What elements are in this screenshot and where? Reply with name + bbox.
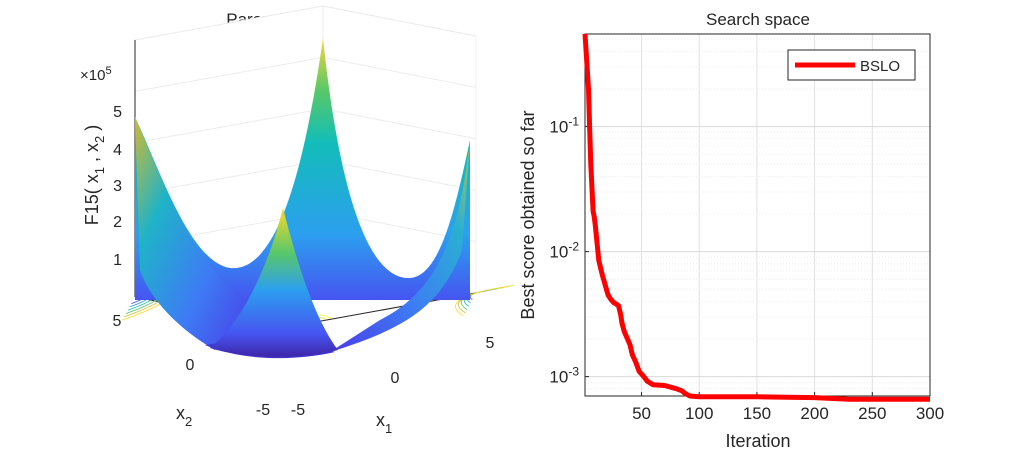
surface bbox=[135, 38, 470, 359]
x-tick-label: 250 bbox=[858, 404, 886, 423]
plot-area bbox=[585, 34, 930, 396]
legend-label: BSLO bbox=[860, 58, 900, 75]
x-tick-label: 100 bbox=[685, 404, 713, 423]
z-exponent-base: ×105 bbox=[80, 65, 112, 84]
x-tick-label: 50 bbox=[632, 404, 651, 423]
y-tick-label: 10-1 bbox=[549, 115, 579, 137]
surface-plot: Parameter space bbox=[80, 5, 514, 436]
y-ticks: 5 0 -5 bbox=[113, 313, 271, 419]
convergence-title: Search space bbox=[706, 10, 810, 29]
x-tick-label: 300 bbox=[916, 404, 944, 423]
x-ticks: -5 0 5 bbox=[291, 335, 495, 419]
z-tick-label: 1 bbox=[113, 252, 122, 269]
y-tick-label: 5 bbox=[113, 313, 122, 330]
gridlines bbox=[585, 34, 931, 397]
convergence-plot: Search space 50 100 150 200 250 300 10-310-21… bbox=[518, 10, 944, 451]
surface-left-lobe bbox=[135, 117, 250, 350]
surface-back-lobe bbox=[135, 38, 470, 300]
z-tick-label: 3 bbox=[113, 178, 122, 195]
x-axis-label: Iteration bbox=[725, 431, 790, 451]
z-axis-label: F15( x1 , x2 ) bbox=[82, 125, 107, 226]
x-tick-label: 200 bbox=[800, 404, 828, 423]
legend: BSLO bbox=[787, 49, 916, 81]
y-axis-label: x2 bbox=[176, 403, 192, 429]
y-tick-label: 10-3 bbox=[549, 365, 579, 387]
surface-center-peak bbox=[210, 208, 338, 357]
y-ticks: 10-3 10-2 10-1 bbox=[549, 115, 589, 387]
x-tick-label: 150 bbox=[743, 404, 771, 423]
y-tick-label: 10-2 bbox=[549, 240, 579, 262]
z-tick-label: 4 bbox=[113, 142, 122, 159]
x-tick-label: 5 bbox=[486, 335, 495, 352]
y-tick-label: 0 bbox=[186, 357, 195, 374]
x-tick-label: -5 bbox=[291, 402, 305, 419]
x-ticks: 50 100 150 200 250 300 bbox=[632, 392, 944, 423]
z-tick-label: 5 bbox=[113, 104, 122, 121]
x-axis-label: x1 bbox=[376, 410, 392, 436]
z-tick-label: 2 bbox=[113, 214, 122, 231]
x-tick-label: 0 bbox=[391, 370, 400, 387]
z-ticks: ×105 5 4 3 2 1 bbox=[80, 65, 122, 269]
series-line-bslo bbox=[582, 33, 930, 402]
surface-right-lobe bbox=[330, 140, 470, 352]
y-tick-label: -5 bbox=[256, 402, 270, 419]
y-axis-label: Best score obtained so far bbox=[518, 110, 538, 319]
